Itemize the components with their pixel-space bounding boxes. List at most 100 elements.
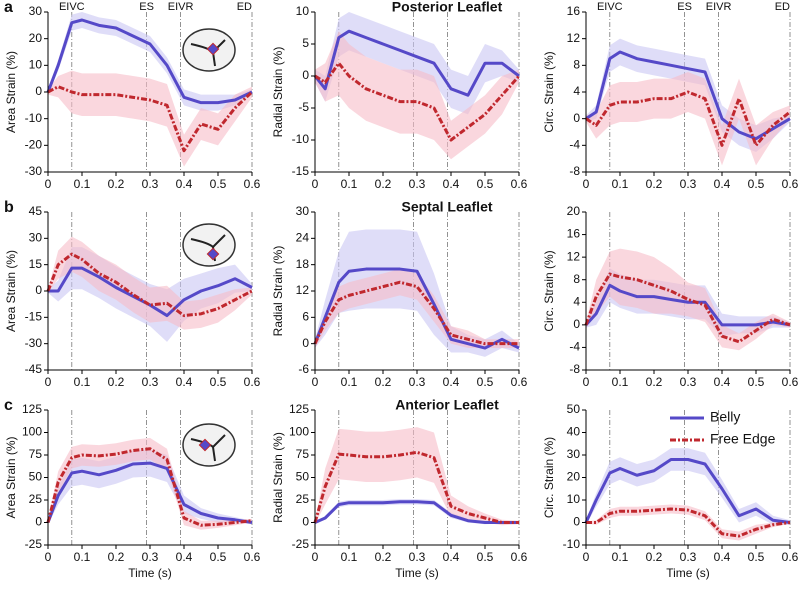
chart-title: Posterior Leaflet [392, 0, 503, 15]
y-axis-label: Area Strain (%) [4, 436, 18, 518]
x-tick-label: 0.3 [142, 177, 159, 191]
x-tick-label: 0.2 [108, 375, 125, 389]
sd-band [48, 437, 252, 530]
y-tick-label: -45 [25, 362, 43, 376]
series-line [314, 500, 519, 524]
x-tick-label: 0.6 [782, 550, 799, 564]
x-tick-label: 0.3 [680, 550, 697, 564]
y-tick-label: 75 [29, 447, 43, 461]
y-tick-label: -15 [25, 310, 43, 324]
y-axis-label: Radial Strain (%) [271, 47, 285, 138]
y-tick-label: 12 [296, 283, 310, 297]
x-tick-label: 0.3 [409, 375, 426, 389]
series-line [46, 447, 253, 527]
x-tick-label: 0 [312, 177, 319, 191]
plot: -8 -4 0 4 8 12 16 20 0 0.1 0.2 0.3 0.4 0.5 0.6 Circ. St… [542, 204, 798, 389]
x-tick-label: 0.1 [74, 177, 91, 191]
y-tick-label: -5 [298, 100, 309, 114]
x-tick-label: 0.6 [244, 177, 261, 191]
x-tick-label: 0.5 [210, 375, 227, 389]
panel-label: c [4, 397, 13, 414]
y-tick-label: 8 [573, 272, 580, 286]
y-axis-label: Area Strain (%) [4, 250, 18, 332]
y-tick-label: 0 [302, 68, 309, 82]
y-axis-label: Radial Strain (%) [271, 246, 285, 337]
x-tick-label: 0 [312, 550, 319, 564]
x-tick-label: 0.6 [511, 177, 528, 191]
x-tick-label: 0.3 [409, 177, 426, 191]
y-tick-label: -25 [25, 537, 43, 551]
plot: EIVC ES EIVR ED -8 -4 0 4 8 12 16 0 0.1 0.2 0.3 0.4 0.5 0… [542, 1, 798, 191]
y-tick-label: 25 [296, 492, 310, 506]
y-tick-label: -25 [292, 537, 310, 551]
valve-icon [182, 423, 236, 467]
x-tick-label: 0 [583, 550, 590, 564]
y-tick-label: 125 [289, 402, 309, 416]
y-tick-label: 45 [29, 204, 43, 218]
y-tick-label: -4 [569, 138, 580, 152]
y-tick-label: -10 [563, 537, 581, 551]
x-tick-label: 0.4 [443, 375, 460, 389]
phase-label: ES [677, 1, 692, 13]
x-tick-label: 0.5 [748, 375, 765, 389]
phase-label: EIVR [168, 1, 194, 13]
sd-band [48, 70, 252, 167]
series-line [313, 280, 519, 346]
x-tick-label: 0.2 [375, 177, 392, 191]
series-line [584, 458, 791, 524]
x-tick-label: 0 [45, 375, 52, 389]
sd-band [586, 504, 790, 541]
y-tick-label: 0 [35, 515, 42, 529]
valve-icon [182, 223, 236, 267]
series-line [585, 90, 791, 147]
x-tick-label: 0.5 [477, 375, 494, 389]
y-tick-label: 40 [567, 425, 581, 439]
x-tick-label: 0.4 [176, 177, 193, 191]
y-tick-label: 16 [567, 227, 581, 241]
y-tick-label: 20 [567, 204, 581, 218]
x-tick-label: 0.5 [210, 177, 227, 191]
y-tick-label: 50 [29, 470, 43, 484]
y-tick-label: 100 [289, 425, 309, 439]
x-tick-label: 0.5 [210, 550, 227, 564]
x-axis-label: Time (s) [666, 566, 710, 580]
x-tick-label: 0.2 [646, 177, 663, 191]
sd-band [48, 449, 252, 525]
y-tick-label: -4 [569, 340, 580, 354]
x-tick-label: 0 [583, 177, 590, 191]
x-tick-label: 0.2 [646, 550, 663, 564]
y-tick-label: 0 [573, 111, 580, 125]
chart-title: Septal Leaflet [401, 199, 492, 215]
y-tick-label: -10 [25, 111, 43, 125]
y-tick-label: 6 [302, 310, 309, 324]
x-tick-label: 0.1 [74, 375, 91, 389]
x-tick-label: 0.6 [511, 550, 528, 564]
y-axis-label: Circ. Strain (%) [542, 51, 556, 132]
y-tick-label: 4 [573, 84, 580, 98]
plot: -45 -30 -15 0 15 30 45 0 0.1 0.2 0.3 0.4 0.5 0.6 Area … [4, 199, 261, 389]
y-tick-label: 10 [567, 492, 581, 506]
valve-icon [182, 28, 236, 72]
y-tick-label: 0 [302, 336, 309, 350]
x-tick-label: 0.1 [74, 550, 91, 564]
panel-label: b [4, 199, 14, 216]
y-tick-label: -6 [298, 362, 309, 376]
phase-label: EIVC [59, 1, 85, 13]
sd-band [315, 499, 519, 525]
y-tick-label: 30 [29, 231, 43, 245]
y-tick-label: 75 [296, 447, 310, 461]
phase-label: ED [237, 1, 252, 13]
y-tick-label: 12 [567, 249, 581, 263]
x-tick-label: 0.2 [108, 550, 125, 564]
y-tick-label: 30 [296, 204, 310, 218]
sd-band [315, 31, 519, 160]
x-tick-label: 0.2 [646, 375, 663, 389]
x-axis-label: Time (s) [128, 566, 172, 580]
series-line [46, 252, 253, 318]
phase-label: EIVC [597, 1, 623, 13]
series-line [313, 267, 520, 350]
x-tick-label: 0.2 [375, 375, 392, 389]
y-tick-label: 20 [29, 31, 43, 45]
y-tick-label: 0 [573, 317, 580, 331]
